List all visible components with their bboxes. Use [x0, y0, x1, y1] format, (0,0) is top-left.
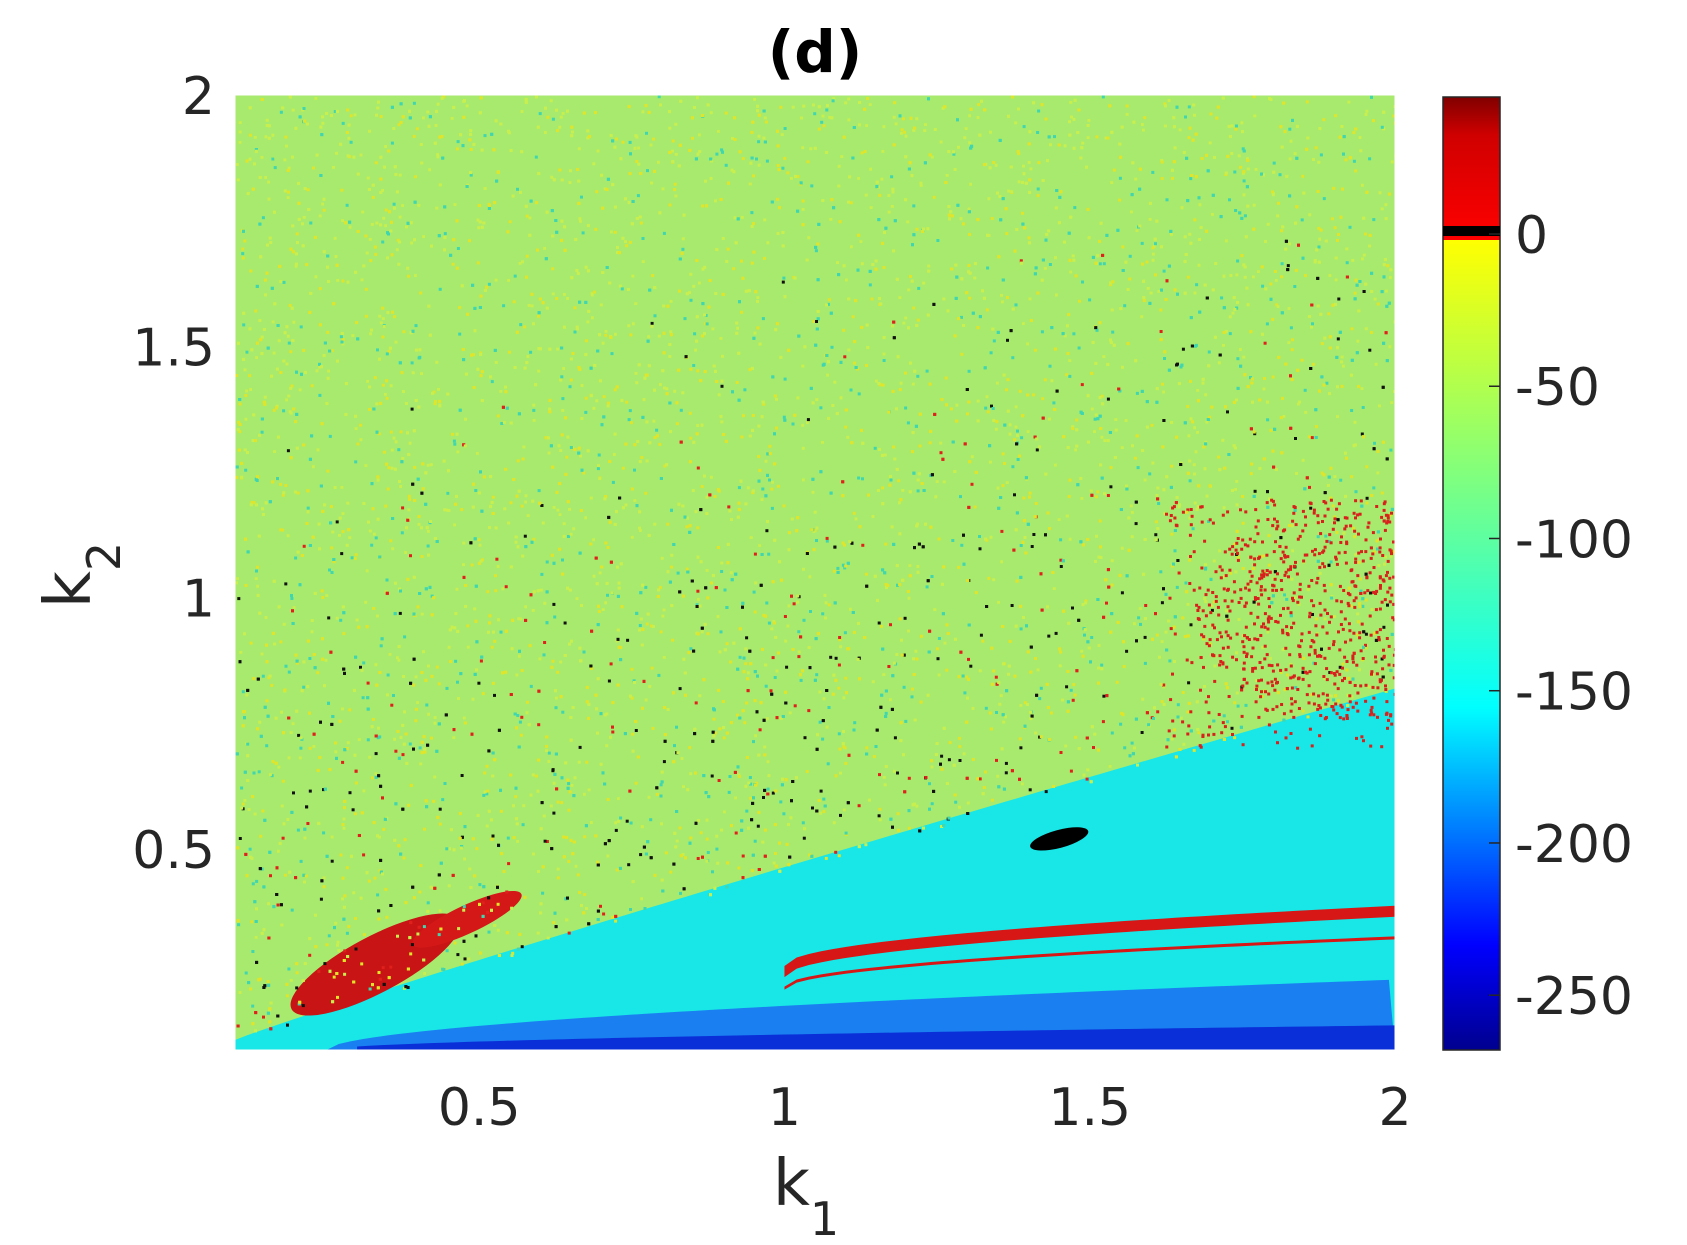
- colorbar-tick-label: -100: [1515, 510, 1633, 570]
- colorbar-zero-band: [1443, 226, 1500, 237]
- y-tick-label: 0.5: [132, 821, 215, 881]
- red-band-thin: [784, 936, 1395, 990]
- colorbar-tick-label: -50: [1515, 358, 1600, 418]
- colorbar: 0 -50 -100 -150 -200 -250: [1442, 96, 1633, 1051]
- colorbar-tick-label: 0: [1515, 206, 1548, 266]
- x-tick-label: 2: [1378, 1078, 1411, 1138]
- colorbar-tick-label: -150: [1515, 663, 1633, 723]
- x-axis-label-subscript: 1: [810, 1192, 839, 1245]
- chart-title: (d): [768, 18, 863, 86]
- plot-frame: [234, 94, 1396, 1051]
- x-axis-label: k1: [773, 1147, 839, 1245]
- y-tick-label: 1: [182, 570, 215, 630]
- x-tick-label: 0.5: [438, 1078, 521, 1138]
- heatmap-speckles: [235, 95, 1395, 1033]
- y-tick-label: 1.5: [132, 318, 215, 378]
- colorbar-tick-label: -200: [1515, 815, 1633, 875]
- x-tick-label: 1.5: [1048, 1078, 1131, 1138]
- heatmap-canvas: [235, 95, 1395, 1050]
- colorbar-tick-label: -250: [1515, 967, 1633, 1027]
- red-band-lower: [784, 905, 1395, 978]
- x-tick-label: 1: [768, 1078, 801, 1138]
- y-axis: 0.5 1 1.5 2: [132, 67, 215, 881]
- colorbar-gradient: [1442, 96, 1501, 1051]
- black-island: [1030, 827, 1089, 851]
- y-tick-label: 2: [182, 67, 215, 127]
- y-axis-label: k2: [32, 542, 131, 608]
- region-cyan-wedge: [235, 688, 1395, 1050]
- x-axis: 0.5 1 1.5 2: [438, 1078, 1412, 1138]
- y-axis-label-subscript: 2: [77, 542, 131, 571]
- colorbar-ticks: 0 -50 -100 -150 -200 -250: [1489, 206, 1633, 1027]
- region-deep-blue: [357, 1025, 1395, 1050]
